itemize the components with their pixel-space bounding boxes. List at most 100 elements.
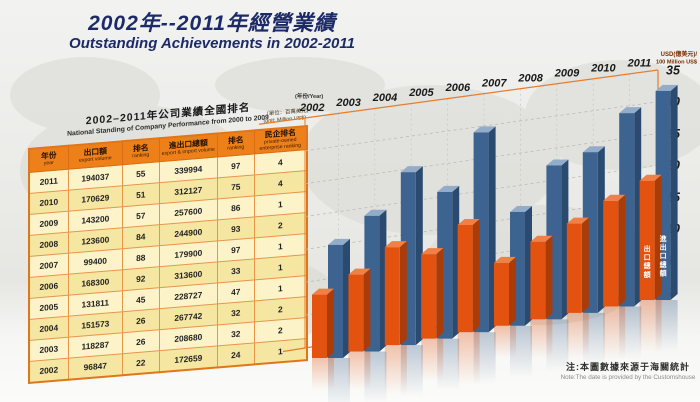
series-label-total: 進出口總額: [659, 234, 667, 277]
bar-group-2007: [494, 205, 532, 378]
year-label-2010: 2010: [590, 62, 616, 74]
bar-side-face: [634, 107, 642, 307]
bar-top-face: [421, 248, 444, 255]
bar-group-2010: [603, 107, 642, 359]
bar-export-2003: [348, 268, 371, 391]
bar-group-2003: [348, 209, 387, 402]
bar-side-face: [472, 218, 480, 333]
bar-side-face: [670, 84, 678, 301]
bar-reflection: [312, 358, 334, 390]
bar-side-face: [509, 256, 516, 326]
bar-top-face: [400, 166, 423, 173]
bar-side-face: [327, 288, 334, 358]
chart-note-en: Note:The date is provided by the Customs…: [560, 374, 696, 381]
bar-export-2004: [384, 241, 407, 395]
bar-front-face: [384, 247, 400, 346]
bar-export-2011: [639, 174, 662, 353]
bar-reflection: [530, 319, 553, 359]
bar-top-face: [328, 238, 350, 245]
year-label-2007: 2007: [481, 77, 507, 89]
bar-side-face: [343, 238, 350, 358]
bar-top-face: [530, 235, 553, 242]
bar-group-2005: [421, 185, 460, 391]
bar-group-2008: [530, 159, 569, 372]
bar-reflection: [494, 325, 516, 358]
x-axis-label: (年份/Year): [295, 92, 323, 100]
page-title-cjk: 2002年--2011年經營業績: [88, 12, 336, 35]
bar-front-face: [603, 200, 619, 307]
bar-top-face: [494, 256, 516, 263]
bar-reflection: [384, 345, 407, 395]
bar-side-face: [618, 194, 626, 307]
bar-top-face: [364, 209, 387, 216]
bar-top-face: [384, 241, 407, 248]
bar-side-face: [488, 126, 496, 333]
bar-top-face: [619, 107, 642, 114]
year-label-2003: 2003: [335, 97, 360, 109]
page-title-en: Outstanding Achievements in 2002-2011: [69, 35, 355, 53]
bar-side-face: [452, 185, 460, 339]
bar-side-face: [545, 235, 553, 320]
bar-top-face: [639, 174, 662, 181]
year-label-2006: 2006: [445, 82, 471, 94]
export_volume-cell: 96847: [68, 354, 123, 381]
bar-reflection: [421, 338, 444, 381]
bar-reflection: [566, 312, 589, 358]
year-label-2005: 2005: [408, 87, 434, 99]
bar-top-face: [546, 159, 569, 166]
bar-reflection: [639, 300, 662, 353]
y-axis-unit-line2: 100 Million US$: [656, 60, 698, 66]
bar-export-2010: [603, 194, 626, 359]
year-cell: 2002: [29, 358, 69, 384]
bar-top-face: [312, 288, 334, 295]
bar-side-face: [597, 146, 605, 313]
bar-front-face: [530, 241, 546, 320]
page-title: 2002年--2011年經營業績 Outstanding Achievement…: [52, 12, 372, 53]
bar-side-face: [436, 248, 444, 339]
bar-top-face: [510, 205, 532, 212]
bar-top-face: [348, 268, 371, 275]
bar-front-face: [457, 224, 473, 333]
bar-group-2004: [384, 166, 423, 398]
year-label-2002: 2002: [299, 102, 324, 114]
bar-front-face: [348, 274, 364, 352]
bar-front-face: [494, 262, 509, 326]
bar-group-2002: [312, 238, 350, 402]
bar-export-2009: [566, 217, 589, 358]
bar-side-face: [525, 205, 532, 326]
bar-top-face: [457, 218, 480, 225]
bars: [312, 84, 678, 402]
bar-side-face: [415, 166, 423, 346]
bar-chart: 05101520253035USD(億美元)/100 Million US$(年…: [258, 50, 698, 402]
bar-front-face: [312, 294, 327, 358]
x-axis: (年份/Year) 2002 2003 2004 2005 2006 2007 2008 200…: [295, 58, 651, 115]
year-label-2009: 2009: [554, 67, 580, 79]
bar-top-face: [655, 84, 678, 91]
bar-side-face: [379, 209, 387, 352]
frame-top: [258, 69, 659, 125]
column-header-0: 年份 year: [29, 145, 69, 173]
bar-front-face: [566, 223, 582, 313]
bar-group-2011: [639, 84, 678, 353]
export_rank-cell: 22: [122, 351, 160, 376]
chart-note: 注:本圖數據來源于海關統計 Note:The date is provided …: [556, 360, 700, 381]
bar-top-face: [582, 146, 605, 153]
bar-export-2005: [421, 248, 444, 381]
bar-export-2006: [457, 218, 480, 385]
bar-export-2008: [530, 235, 553, 359]
bar-top-face: [437, 185, 460, 192]
year-label-2011: 2011: [627, 58, 652, 70]
bar-side-face: [399, 241, 407, 346]
total_volume-cell: 172659: [159, 346, 218, 373]
year-label-2004: 2004: [372, 92, 397, 104]
year-label-2008: 2008: [517, 72, 543, 84]
bar-group-2006: [457, 126, 496, 385]
bar-reflection: [457, 332, 480, 385]
bar-front-face: [639, 180, 655, 301]
bar-side-face: [654, 174, 662, 301]
bar-top-face: [566, 217, 589, 224]
chart-note-cjk: 注:本圖數據來源于海關統計: [566, 362, 690, 372]
bar-front-face: [421, 254, 437, 339]
